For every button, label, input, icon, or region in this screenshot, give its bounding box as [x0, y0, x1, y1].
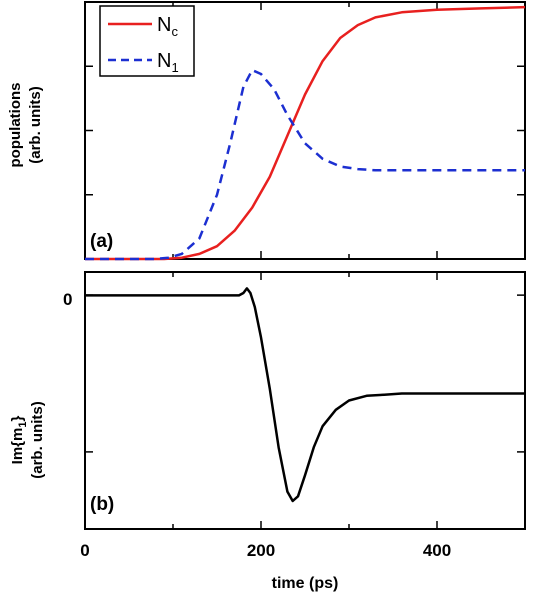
panel-a-ylabel-line2: (arb. units) — [27, 86, 44, 164]
panel-a-series-line-0 — [85, 5, 526, 261]
x-axis-label: time (ps) — [272, 575, 339, 592]
legend-label-n1: N1 — [157, 50, 179, 75]
panel-b-series — [85, 287, 525, 503]
legend: Nc N1 — [99, 5, 195, 77]
x-tick-label-200: 200 — [247, 541, 275, 560]
panel-a-series — [85, 5, 526, 261]
panel-b-x-ticks — [84, 272, 526, 529]
panel-b-y-ticks — [85, 294, 525, 453]
panel-b: (b) 0 Im{m1} (arb. units) 0 200 400 time (… — [9, 271, 526, 592]
legend-label-nc: Nc — [157, 14, 178, 39]
x-tick-labels: 0 200 400 — [80, 541, 451, 560]
panel-b-ylabel-line1: Im{m1} — [9, 416, 29, 465]
x-tick-label-400: 400 — [423, 541, 451, 560]
panel-a-ylabel-line1: populations — [7, 83, 24, 168]
panel-b-frame — [84, 271, 526, 530]
panel-b-label: (b) — [90, 494, 114, 515]
panel-b-y-tick-label-zero: 0 — [63, 290, 72, 309]
panel-a-label: (a) — [90, 231, 113, 252]
panel-b-series-line-0 — [85, 287, 525, 503]
panel-a: (a) populations (arb. units) Nc N1 — [7, 1, 526, 261]
panel-b-ylabel-line2: (arb. units) — [29, 401, 46, 479]
panel-a-series-line-1 — [85, 68, 525, 261]
legend-box — [99, 5, 195, 77]
x-tick-label-0: 0 — [80, 541, 89, 560]
